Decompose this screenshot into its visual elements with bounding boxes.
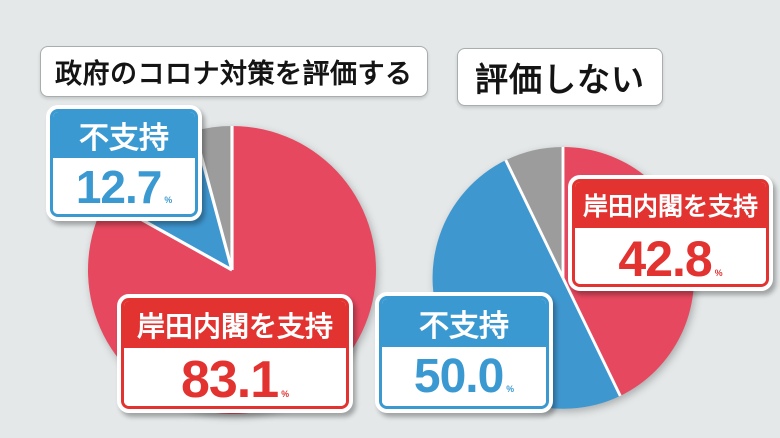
- badge-label: 岸田内閣を支持: [575, 182, 766, 228]
- badge-frame: 岸田内閣を支持 83.1%: [121, 298, 349, 409]
- chart-title-covid-disapprove: 評価しない: [457, 48, 663, 106]
- badge-label: 岸田内閣を支持: [124, 301, 346, 349]
- badge-frame: 不支持 50.0%: [379, 296, 549, 409]
- badge-percentage: 50.0: [413, 350, 504, 404]
- badge-frame: 岸田内閣を支持 42.8%: [572, 179, 769, 287]
- badge-percentage: 83.1: [180, 351, 279, 409]
- pie-slice-separator: [504, 159, 565, 279]
- badge-percentage: 42.8: [618, 230, 712, 287]
- percent-sign: %: [714, 267, 723, 278]
- percent-sign: %: [281, 389, 290, 400]
- chart-title-covid-approve: 政府のコロナ対策を評価する: [40, 46, 428, 97]
- badge-value: 42.8%: [575, 227, 766, 287]
- badge-label: 不支持: [382, 299, 546, 348]
- badge-left-support-cabinet: 岸田内閣を支持 83.1%: [117, 294, 353, 413]
- badge-value: 12.7%: [53, 157, 195, 214]
- percent-sign: %: [506, 384, 515, 395]
- badge-right-disapprove-cabinet: 不支持 50.0%: [375, 292, 553, 413]
- badge-percentage: 12.7: [75, 160, 163, 213]
- badge-label: 不支持: [53, 112, 195, 158]
- badge-left-disapprove-cabinet: 不支持 12.7%: [46, 105, 202, 221]
- badge-frame: 不支持 12.7%: [50, 109, 198, 217]
- badge-value: 83.1%: [124, 348, 346, 406]
- pie-slice-separator: [561, 277, 622, 397]
- percent-sign: %: [164, 194, 173, 205]
- badge-value: 50.0%: [382, 347, 546, 406]
- badge-right-support-cabinet: 岸田内閣を支持 42.8%: [568, 175, 773, 291]
